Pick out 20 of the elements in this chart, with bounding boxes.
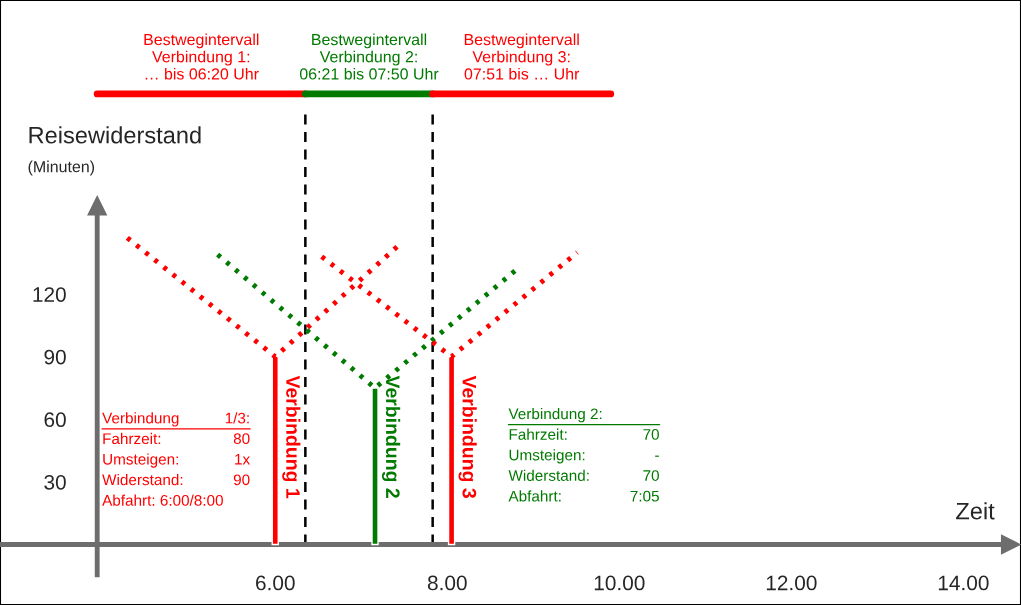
- series-label: Bestwegintervall Verbindung 3: 07:51 bis … Uhr: [464, 33, 580, 80]
- text: Verbindung 2: Fahrzeit: 70 Umsteigen: - Widerstand: 70 Abfahrt: 7:05: [508, 408, 659, 502]
- series-label: Bestwegintervall Verbindung 2: 06:21 bis 07:50 Uhr: [299, 33, 439, 80]
- text: Verbindung 1/3: Fahrzeit: 80 Umsteigen: 1x Widerstand: 90 Abfahrt: 6:00/8:00: [102, 412, 250, 506]
- x-tick-label: 10.00: [594, 575, 645, 591]
- text: Verbindung 1: [282, 375, 301, 499]
- series-label: Bestwegintervall Verbindung 1: … bis 06:20 Uhr: [144, 33, 259, 80]
- x-tick-label: 8.00: [427, 575, 467, 591]
- y-tick-label: 60: [44, 412, 66, 428]
- x-axis-title: Zeit: [956, 502, 995, 520]
- x-tick-label: 12.00: [766, 575, 817, 591]
- text: Verbindung 3: [458, 375, 477, 498]
- text: Verbindung 2: [381, 375, 401, 498]
- y-tick-label: 90: [44, 349, 66, 365]
- y-axis-title: Reisewiderstand: [29, 126, 201, 144]
- x-tick-label: 6.00: [256, 575, 295, 591]
- x-tick-label: 14.00: [938, 575, 989, 591]
- y-tick-label: 120: [33, 287, 66, 302]
- y-tick-label: 30: [44, 474, 66, 490]
- annotation: (Minuten): [28, 160, 95, 176]
